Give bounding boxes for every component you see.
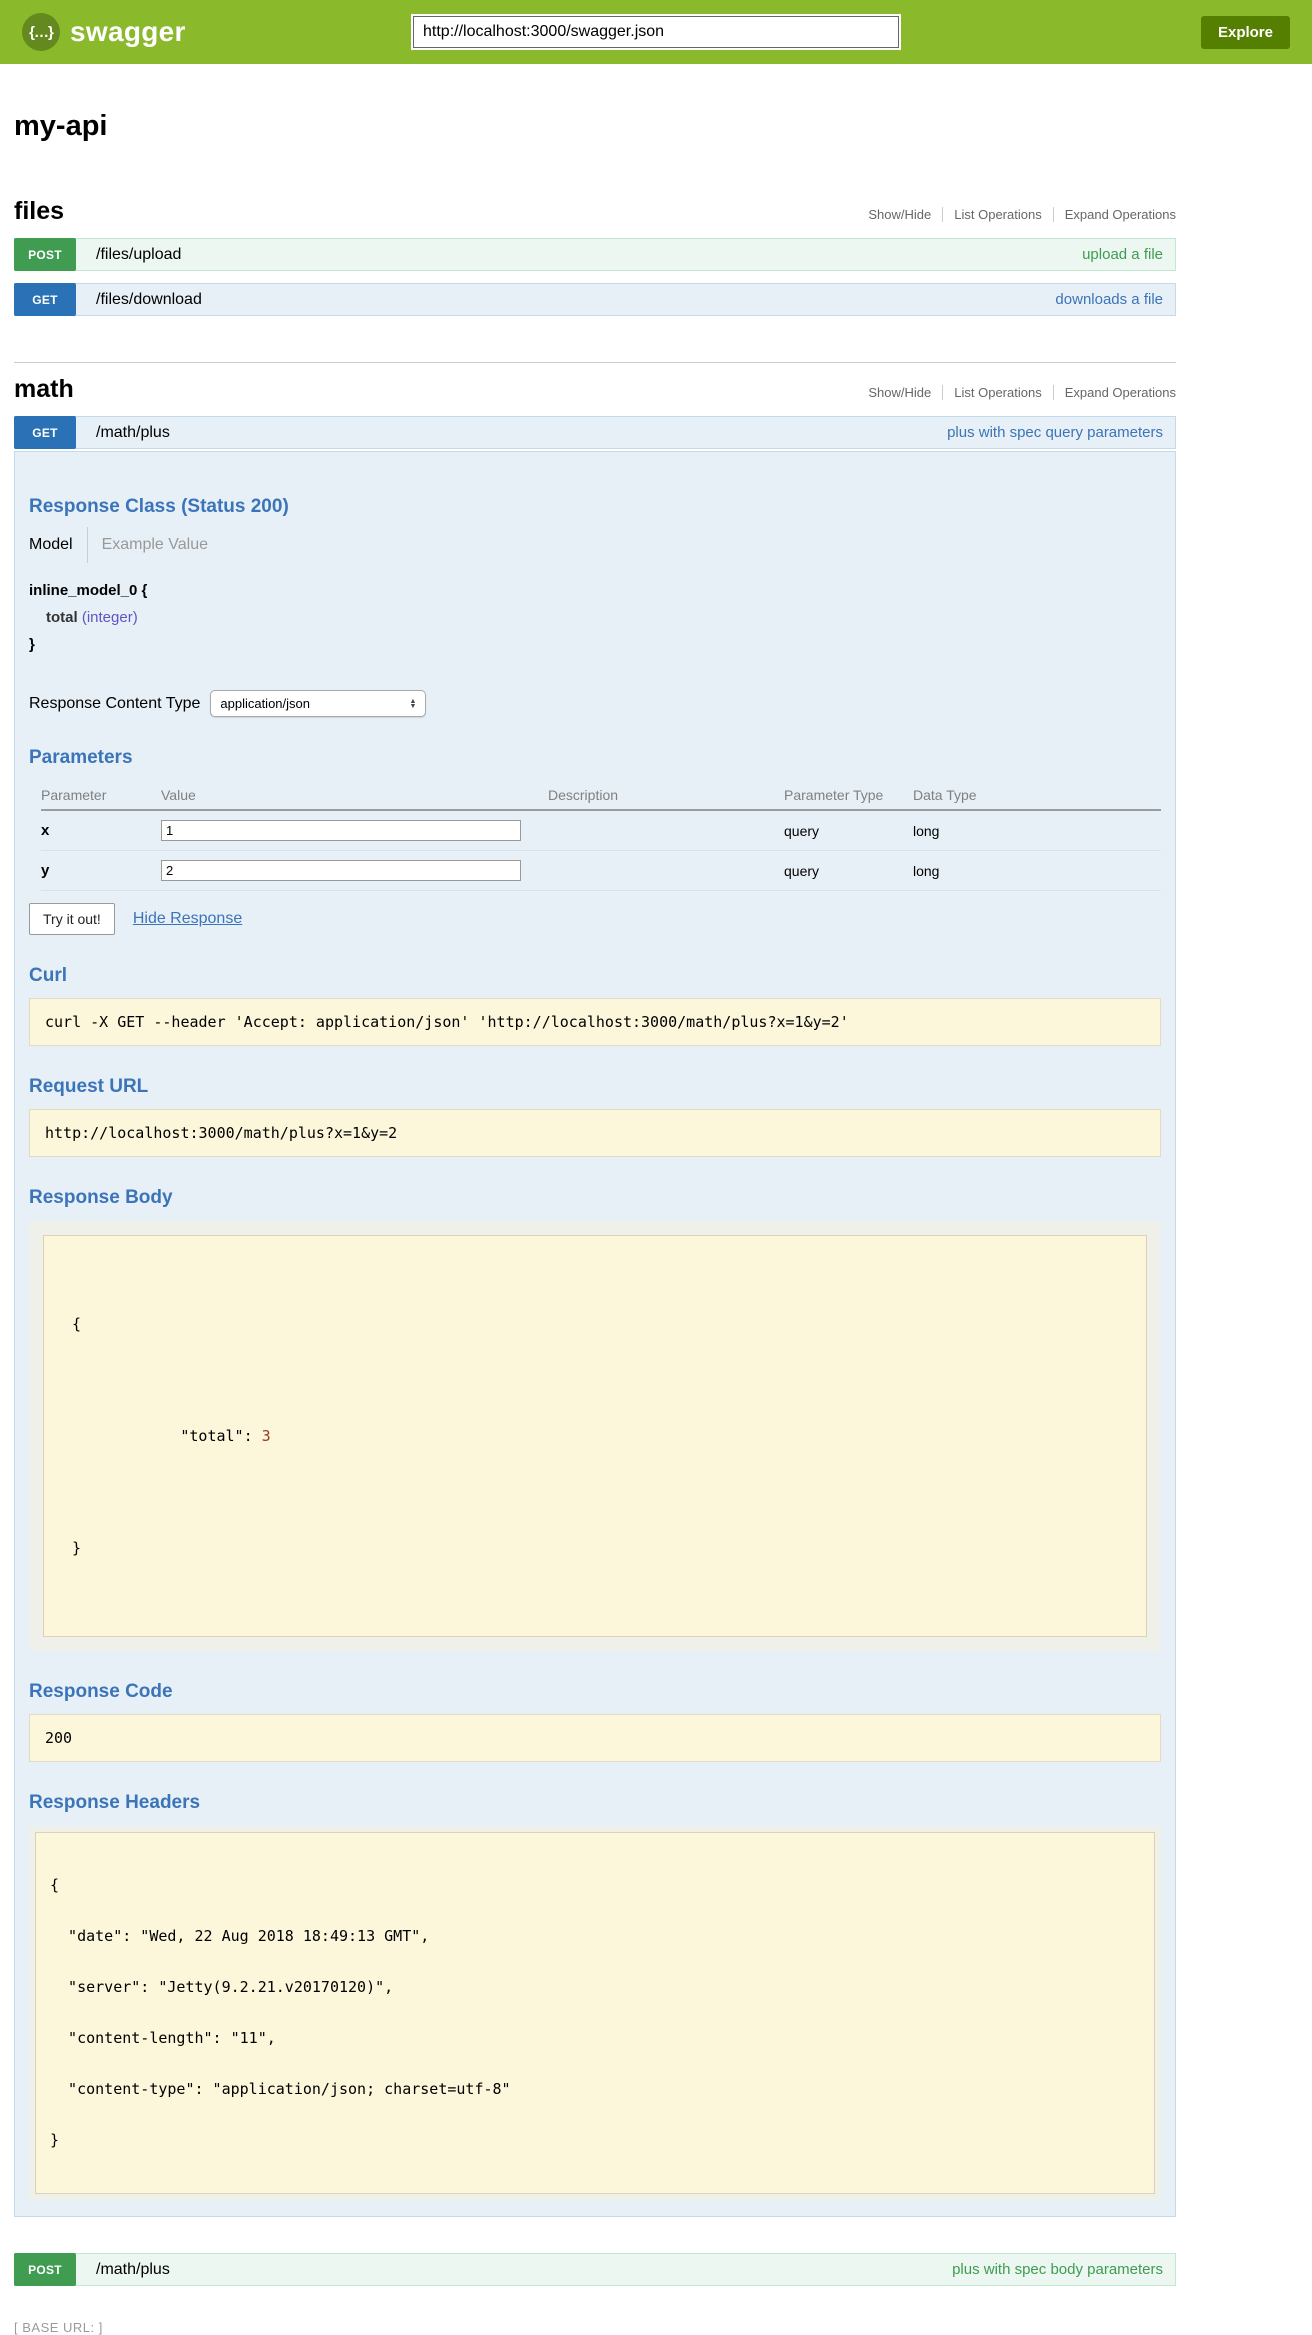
- files-section-header: files Show/Hide List Operations Expand O…: [14, 197, 1176, 226]
- headers-line: "date": "Wed, 22 Aug 2018 18:49:13 GMT",: [50, 1927, 430, 1945]
- parameter-row-y: y query long: [41, 851, 1161, 891]
- get-method-badge: GET: [14, 416, 76, 449]
- col-parameter: Parameter: [41, 787, 107, 803]
- operation-path: /math/plus: [96, 2260, 170, 2278]
- headers-line: "content-length": "11",: [50, 2029, 276, 2047]
- param-data-type: long: [913, 822, 940, 839]
- param-y-value-input[interactable]: [161, 860, 521, 881]
- param-name: y: [41, 862, 50, 879]
- spec-url-input[interactable]: [413, 16, 899, 48]
- col-value: Value: [161, 787, 196, 803]
- model-signature: inline_model_0 { total (integer) }: [29, 577, 1161, 658]
- col-parameter-type: Parameter Type: [784, 787, 884, 803]
- top-bar: {…} swagger Explore: [0, 0, 1312, 64]
- post-method-badge: POST: [14, 2253, 76, 2286]
- response-body-wrapper: { "total": 3 }: [29, 1221, 1161, 1651]
- response-class-heading: Response Class (Status 200): [29, 496, 289, 517]
- response-code-heading: Response Code: [29, 1681, 173, 1702]
- col-data-type: Data Type: [913, 787, 977, 803]
- operation-row-post-files-upload[interactable]: POST /files/upload upload a file: [14, 238, 1176, 271]
- json-key: "total": [162, 1427, 244, 1445]
- parameters-heading: Parameters: [29, 747, 133, 768]
- model-closing-brace: }: [29, 636, 35, 653]
- operation-path: /files/download: [96, 290, 202, 308]
- response-headers-block: { "date": "Wed, 22 Aug 2018 18:49:13 GMT…: [35, 1832, 1155, 2194]
- operation-summary-link[interactable]: plus with spec query parameters: [947, 424, 1163, 441]
- post-method-badge: POST: [14, 238, 76, 271]
- parameters-header-row: Parameter Value Description Parameter Ty…: [41, 781, 1161, 811]
- response-body-block: { "total": 3 }: [43, 1235, 1147, 1637]
- math-section-title[interactable]: math: [14, 375, 74, 403]
- param-name: x: [41, 822, 50, 839]
- math-list-operations-link[interactable]: List Operations: [942, 385, 1052, 400]
- request-url-block: http://localhost:3000/math/plus?x=1&y=2: [29, 1109, 1161, 1157]
- curl-command-block: curl -X GET --header 'Accept: applicatio…: [29, 998, 1161, 1046]
- model-property-name: total: [46, 609, 78, 626]
- operation-summary-link[interactable]: plus with spec body parameters: [952, 2261, 1163, 2278]
- operation-row-post-math-plus[interactable]: POST /math/plus plus with spec body para…: [14, 2253, 1176, 2286]
- json-separator: :: [243, 1427, 262, 1445]
- get-math-plus-expanded-content: Response Class (Status 200) Model Exampl…: [14, 451, 1176, 2217]
- response-content-type-select[interactable]: application/json ▲ ▼: [210, 690, 427, 717]
- parameters-table: Parameter Value Description Parameter Ty…: [41, 781, 1161, 891]
- files-expand-operations-link[interactable]: Expand Operations: [1052, 207, 1176, 222]
- api-title: my-api: [14, 110, 108, 142]
- operation-summary-link[interactable]: upload a file: [1082, 246, 1163, 263]
- response-headers-heading: Response Headers: [29, 1792, 201, 1813]
- col-description: Description: [548, 787, 619, 803]
- model-name: inline_model_0 {: [29, 582, 148, 599]
- model-property-type: (integer): [81, 609, 138, 626]
- param-parameter-type: query: [784, 862, 820, 879]
- select-arrows-icon: ▲ ▼: [409, 697, 417, 710]
- request-url-heading: Request URL: [29, 1076, 149, 1097]
- operation-summary-link[interactable]: downloads a file: [1055, 291, 1163, 308]
- curl-heading: Curl: [29, 965, 67, 986]
- tab-example-value[interactable]: Example Value: [101, 536, 209, 553]
- math-section-header: math Show/Hide List Operations Expand Op…: [14, 375, 1176, 404]
- tab-model[interactable]: Model: [29, 536, 73, 553]
- headers-line: }: [50, 2131, 60, 2149]
- files-show-hide-link[interactable]: Show/Hide: [868, 207, 932, 222]
- response-code-block: 200: [29, 1714, 1161, 1762]
- json-open-brace: {: [72, 1315, 82, 1333]
- swagger-braces-icon: {…}: [22, 13, 60, 51]
- tab-separator: [86, 527, 88, 563]
- get-method-badge: GET: [14, 283, 76, 316]
- param-parameter-type: query: [784, 822, 820, 839]
- explore-button[interactable]: Explore: [1200, 15, 1290, 49]
- math-expand-operations-link[interactable]: Expand Operations: [1052, 385, 1176, 400]
- base-url-footer: [ BASE URL: ]: [14, 2320, 103, 2335]
- files-list-operations-link[interactable]: List Operations: [942, 207, 1052, 222]
- response-headers-wrapper: { "date": "Wed, 22 Aug 2018 18:49:13 GMT…: [29, 1826, 1161, 2200]
- param-x-value-input[interactable]: [161, 820, 521, 841]
- parameter-row-x: x query long: [41, 811, 1161, 851]
- response-body-heading: Response Body: [29, 1187, 173, 1208]
- operation-row-get-math-plus[interactable]: GET /math/plus plus with spec query para…: [14, 416, 1176, 449]
- param-data-type: long: [913, 862, 940, 879]
- model-tabs: Model Example Value: [29, 527, 1161, 563]
- section-divider: [14, 362, 1176, 363]
- brand-name: swagger: [70, 16, 186, 47]
- response-content-type-label: Response Content Type: [29, 694, 201, 712]
- json-close-brace: }: [72, 1539, 82, 1557]
- json-number-value: 3: [261, 1427, 271, 1445]
- hide-response-link[interactable]: Hide Response: [132, 910, 243, 927]
- files-section-title[interactable]: files: [14, 197, 65, 225]
- swagger-logo[interactable]: {…} swagger: [22, 13, 186, 51]
- selected-content-type: application/json: [220, 696, 310, 711]
- math-show-hide-link[interactable]: Show/Hide: [868, 385, 932, 400]
- operation-path: /math/plus: [96, 423, 170, 441]
- headers-line: {: [50, 1876, 60, 1894]
- headers-line: "server": "Jetty(9.2.21.v20170120)",: [50, 1978, 394, 1996]
- headers-line: "content-type": "application/json; chars…: [50, 2080, 511, 2098]
- operation-row-get-files-download[interactable]: GET /files/download downloads a file: [14, 283, 1176, 316]
- operation-path: /files/upload: [96, 245, 182, 263]
- try-it-out-button[interactable]: Try it out!: [29, 903, 115, 935]
